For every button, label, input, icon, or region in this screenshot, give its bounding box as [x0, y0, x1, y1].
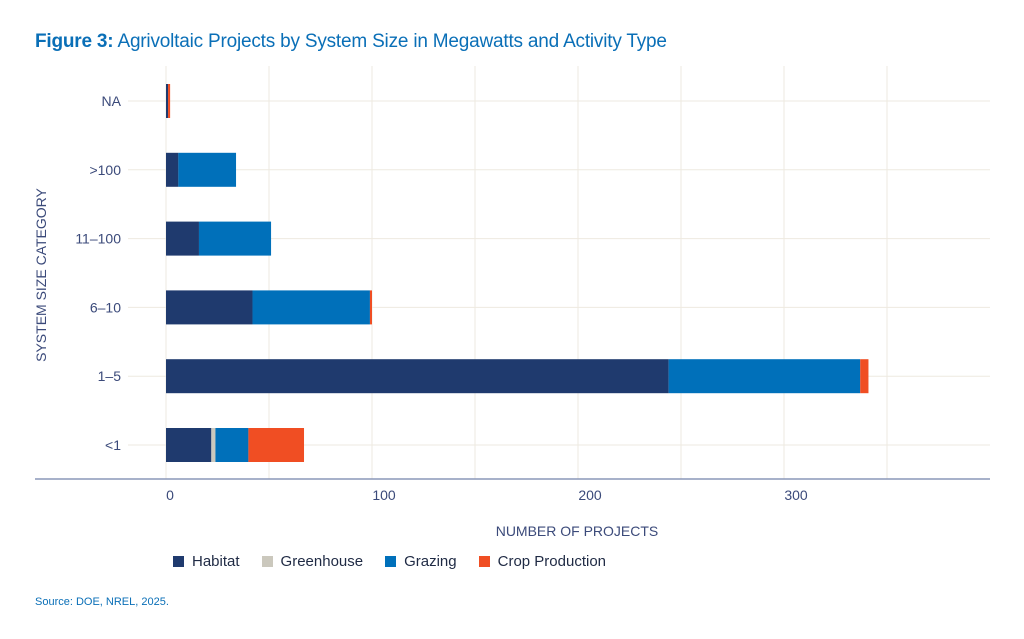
- title-text: Agrivoltaic Projects by System Size in M…: [117, 31, 667, 52]
- bar-segment-habitat: [166, 152, 179, 187]
- bar-segment-crop-production: [369, 290, 372, 325]
- legend-item: Habitat: [173, 553, 240, 570]
- bar-segment-grazing: [668, 359, 861, 394]
- x-axis-title: NUMBER OF PROJECTS: [496, 523, 659, 539]
- bar-segment-habitat: [166, 359, 669, 394]
- legend-label: Habitat: [192, 553, 240, 570]
- x-tick-label: 300: [784, 487, 808, 503]
- bar-segment-crop-production: [248, 428, 305, 462]
- source-note: Source: DOE, NREL, 2025.: [35, 596, 169, 608]
- bar-segment-crop-production: [168, 84, 171, 118]
- legend: Habitat Greenhouse Grazing Crop Production: [173, 553, 606, 570]
- legend-label: Grazing: [404, 553, 457, 570]
- bar-segment-grazing: [215, 428, 249, 462]
- bar-segment-habitat: [166, 290, 253, 325]
- legend-swatch: [385, 556, 397, 567]
- y-tick-label: 6–10: [90, 299, 121, 315]
- legend-item: Crop Production: [478, 553, 607, 570]
- legend-item: Grazing: [385, 553, 457, 570]
- y-tick-label: >100: [89, 162, 121, 178]
- legend-label: Greenhouse: [280, 553, 364, 570]
- legend-swatch: [173, 556, 184, 567]
- legend-label: Crop Production: [497, 553, 607, 570]
- bar-segment-habitat: [166, 428, 212, 462]
- y-tick-label: 1–5: [98, 368, 122, 384]
- bar-segment-habitat: [166, 221, 199, 256]
- bar-segment-grazing: [198, 221, 272, 256]
- chart-title: Figure 3: Agrivoltaic Projects by System…: [35, 31, 667, 53]
- x-tick-label: 0: [166, 487, 174, 503]
- legend-swatch: [261, 556, 273, 567]
- figure-number: Figure 3:: [35, 31, 114, 52]
- x-tick-label: 200: [578, 487, 602, 503]
- y-tick-label: 11–100: [75, 231, 121, 247]
- legend-swatch: [478, 556, 490, 567]
- bar-segment-grazing: [252, 290, 370, 325]
- legend-item: Greenhouse: [261, 553, 364, 570]
- bar-segment-grazing: [178, 152, 237, 187]
- y-tick-label: <1: [105, 437, 121, 453]
- y-tick-label: NA: [102, 93, 122, 109]
- bar-segment-crop-production: [860, 359, 869, 394]
- bar-segment-greenhouse: [211, 428, 216, 462]
- y-axis-title: SYSTEM SIZE CATEGORY: [33, 187, 49, 361]
- x-tick-label: 100: [372, 487, 396, 503]
- bar-segment-habitat: [166, 84, 169, 118]
